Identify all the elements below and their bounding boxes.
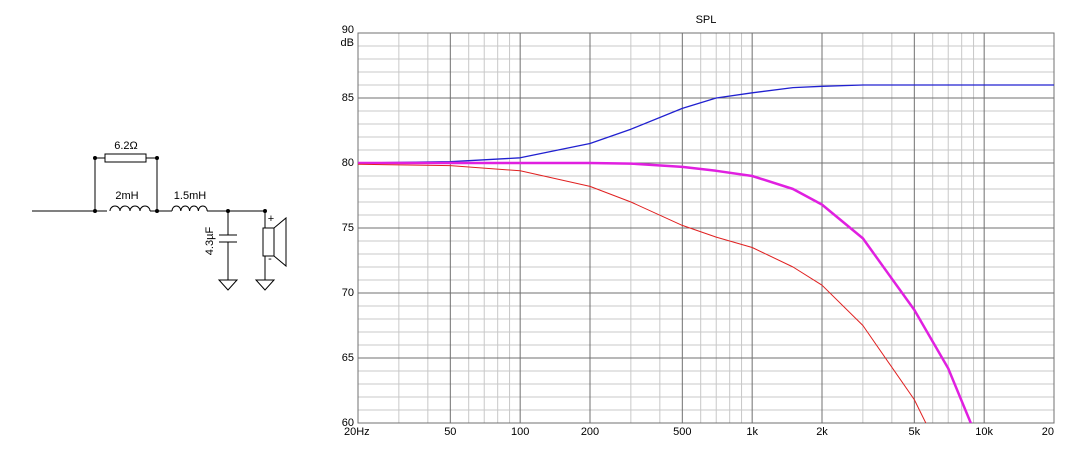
x-tick-label: 20Hz [344, 426, 370, 438]
plot-border [357, 32, 1055, 424]
inductor [109, 205, 151, 212]
resistor [104, 153, 147, 163]
minus-label: - [268, 253, 272, 265]
inductor-label: 1.5mH [174, 190, 206, 202]
x-tick-label: 10k [975, 426, 993, 438]
speaker-cone [273, 216, 287, 268]
x-tick-label: 5k [909, 426, 921, 438]
capacitor-label: 4.3µF [204, 227, 216, 256]
y-tick-label: 80 [342, 157, 354, 169]
inductor [171, 205, 208, 212]
x-tick-label: 500 [673, 426, 691, 438]
x-tick-label: 50 [444, 426, 456, 438]
circuit: 6.2Ω 2mH 1.5mH 4.3µF + - [32, 140, 287, 291]
y-tick-label: 60 [342, 417, 354, 429]
x-tick-label: 200 [581, 426, 599, 438]
y-tick-label: 90 [342, 24, 354, 36]
series-line [358, 84, 1054, 164]
x-tick-label: 100 [511, 426, 529, 438]
series-line [358, 163, 927, 423]
y-tick-label: 70 [342, 287, 354, 299]
y-tick-label: 85 [342, 92, 354, 104]
speaker [262, 227, 275, 257]
plus-label: + [268, 213, 274, 225]
y-axis-label: dB [341, 37, 354, 49]
resistor-label: 6.2Ω [114, 140, 138, 152]
series-line [358, 161, 973, 423]
junctions [93, 156, 267, 213]
y-tick-label: 65 [342, 352, 354, 364]
x-tick-label: 1k [746, 426, 758, 438]
x-tick-label: 2k [816, 426, 828, 438]
x-tick-label: 20 [1042, 426, 1054, 438]
capacitor [217, 211, 239, 291]
chart-title: SPL [696, 14, 717, 26]
inductor-label: 2mH [115, 190, 138, 202]
speaker-wire [254, 211, 276, 291]
y-tick-label: 75 [342, 222, 354, 234]
wire [32, 157, 265, 212]
